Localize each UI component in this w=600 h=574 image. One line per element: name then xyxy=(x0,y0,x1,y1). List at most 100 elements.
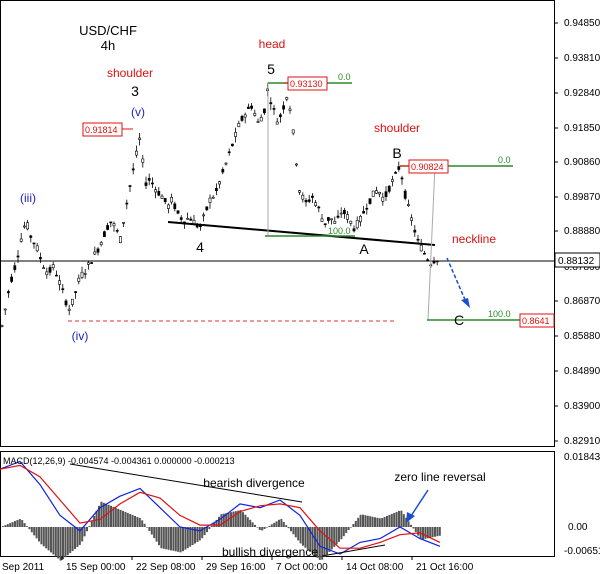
y-tick-label: 0.82910 xyxy=(564,436,600,447)
candle-body xyxy=(122,222,126,224)
forecast-arrow xyxy=(446,257,470,308)
bullish-divergence-label: bullish divergence xyxy=(222,545,318,559)
histogram-bar xyxy=(374,517,376,527)
fib-label: 100.0 xyxy=(488,309,511,319)
histogram-bar xyxy=(395,511,398,527)
candle-body xyxy=(333,221,337,224)
candle-body xyxy=(71,298,74,305)
chart-title: USD/CHF xyxy=(79,23,137,38)
histogram-bar xyxy=(326,527,328,555)
histogram-bar xyxy=(242,512,244,527)
histogram-bar xyxy=(33,527,36,536)
histogram-bar xyxy=(148,527,151,531)
current-price-label: 0.88132 xyxy=(558,256,595,267)
histogram-bar xyxy=(93,515,96,527)
candle-body xyxy=(227,151,231,154)
candle-body xyxy=(90,262,94,264)
wave-label-B: B xyxy=(392,145,401,161)
price-label-text: 0.8641 xyxy=(522,316,550,326)
candle-body xyxy=(352,228,356,232)
candle-body xyxy=(231,143,234,147)
histogram-bar xyxy=(398,510,400,527)
histogram-bar xyxy=(314,527,316,556)
histogram-bar xyxy=(340,527,343,540)
histogram-bar xyxy=(254,524,256,527)
candle-body xyxy=(387,185,391,192)
y-tick-label: 0.93810 xyxy=(564,53,600,64)
candle-body xyxy=(131,168,135,171)
candle-body xyxy=(151,182,154,185)
histogram-bar xyxy=(292,527,295,535)
histogram-bar xyxy=(246,517,249,527)
y-tick-label: 0.84890 xyxy=(564,366,600,377)
candle-body xyxy=(346,214,350,220)
price-label-text: 0.93130 xyxy=(290,79,323,89)
main-plot-frame xyxy=(0,0,555,447)
candle-body xyxy=(298,190,302,193)
shoulder-left-label: shoulder xyxy=(107,66,153,80)
histogram-bar xyxy=(309,527,312,552)
candle-body xyxy=(29,235,33,238)
candle-body xyxy=(218,181,222,185)
candle-body xyxy=(314,202,318,206)
histogram-bar xyxy=(6,524,9,527)
candle-body xyxy=(291,129,295,134)
candle-body xyxy=(202,214,206,217)
histogram-bar xyxy=(76,527,79,548)
candle-body xyxy=(99,242,103,245)
candle-body xyxy=(330,218,334,221)
neckline-line xyxy=(167,221,436,246)
head-label: head xyxy=(259,37,286,51)
candle-body xyxy=(154,189,158,193)
histogram-bar xyxy=(28,527,31,530)
candle-body xyxy=(115,230,119,232)
histogram-bar xyxy=(383,516,386,527)
candle-body xyxy=(80,271,84,278)
histogram-bar xyxy=(196,527,199,543)
candle-body xyxy=(243,114,247,118)
candle-body xyxy=(48,267,52,273)
candle-body xyxy=(259,116,263,122)
bullish-divergence-line xyxy=(321,544,386,557)
x-tick-label: 14 Oct 08:00 xyxy=(346,562,404,573)
histogram-bar xyxy=(131,514,134,527)
candles xyxy=(0,82,439,328)
histogram-bar xyxy=(376,517,379,527)
candle-body xyxy=(371,190,375,197)
histogram-bar xyxy=(138,518,141,527)
candle-body xyxy=(362,211,366,214)
histogram-bar xyxy=(386,515,388,527)
candle-body xyxy=(307,199,311,202)
y-tick-label: 0.90860 xyxy=(564,157,600,168)
histogram-bar xyxy=(436,527,439,537)
candle-body xyxy=(323,223,327,225)
histogram-bar xyxy=(321,527,324,560)
histogram-bar xyxy=(57,527,60,559)
candle-body xyxy=(128,185,132,187)
histogram-bar xyxy=(249,519,252,527)
histogram-bar xyxy=(208,527,211,530)
candle-body xyxy=(301,194,305,200)
histogram-bar xyxy=(134,515,136,527)
histogram-bar xyxy=(74,527,76,550)
candle-body xyxy=(35,245,39,252)
candle-body xyxy=(339,212,343,215)
candle-body xyxy=(215,188,218,192)
candle-body xyxy=(262,108,266,114)
histogram-bar xyxy=(186,527,189,549)
histogram-bar xyxy=(237,510,240,527)
x-tick-label: 7 Oct 00:00 xyxy=(276,562,328,573)
histogram-bar xyxy=(35,527,38,539)
histogram-bar xyxy=(107,504,110,527)
histogram-bar xyxy=(342,527,345,537)
histogram-bar xyxy=(146,527,148,528)
histogram-bar xyxy=(429,527,432,538)
histogram-bar xyxy=(66,527,69,556)
histogram-bar xyxy=(434,527,436,537)
candle-body xyxy=(432,260,436,264)
histogram-bar xyxy=(129,513,132,527)
x-tick-label: 29 Sep 16:00 xyxy=(206,562,266,573)
candle-body xyxy=(138,137,142,140)
histogram-bar xyxy=(290,527,292,532)
histogram-bar xyxy=(38,527,40,542)
